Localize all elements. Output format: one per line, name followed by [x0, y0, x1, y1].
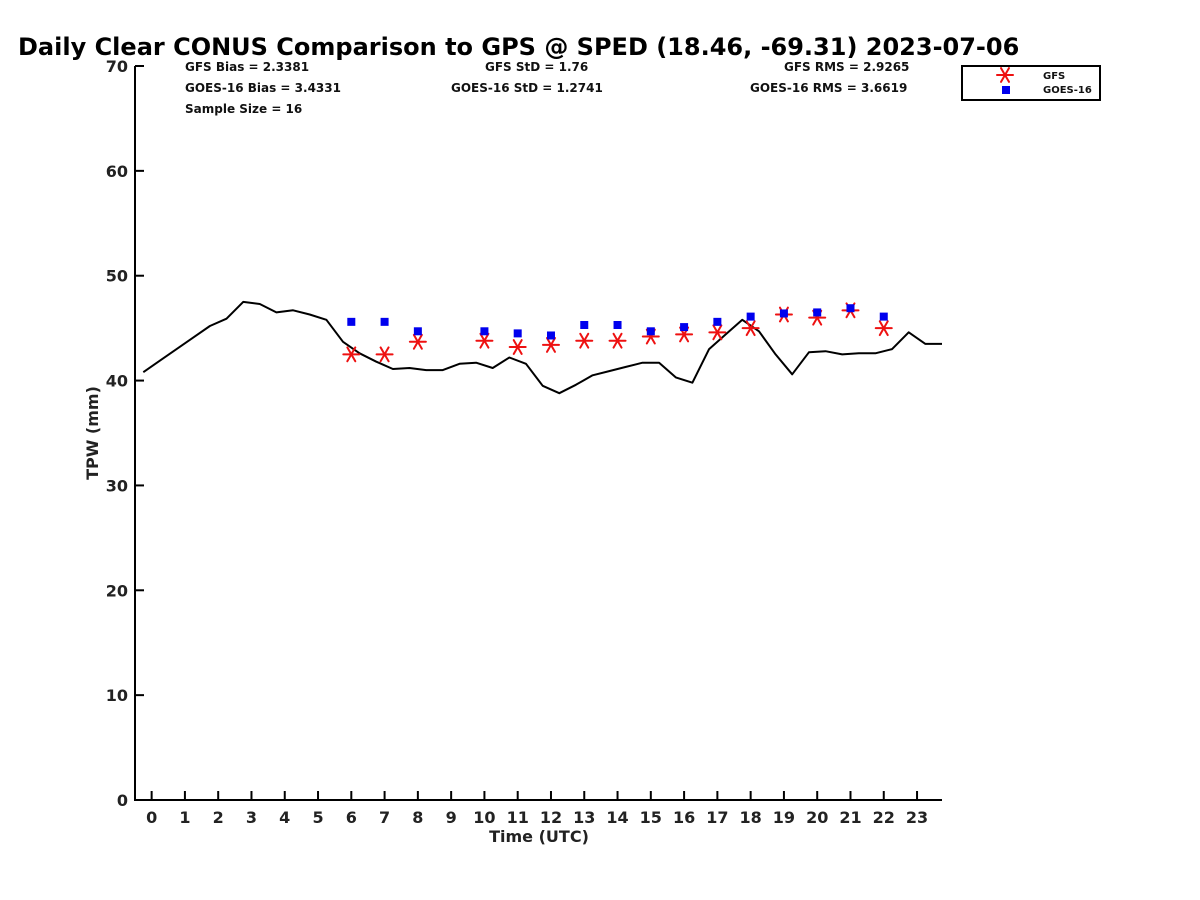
x-tick-label: 3 — [246, 808, 257, 827]
chart-title: Daily Clear CONUS Comparison to GPS @ SP… — [18, 33, 1019, 61]
sample-size-stat: Sample Size = 16 — [185, 102, 302, 116]
asterisk-stroke — [479, 332, 490, 349]
gfs-std-stat: GFS StD = 1.76 — [485, 60, 588, 74]
gfs-point — [508, 339, 527, 355]
gfs-point — [475, 332, 494, 349]
x-tick-label: 8 — [412, 808, 423, 827]
x-tick-label: 9 — [446, 808, 457, 827]
goes-point — [713, 317, 722, 326]
x-tick-label: 18 — [740, 808, 762, 827]
goes-point — [746, 312, 755, 321]
x-tick-label: 2 — [213, 808, 224, 827]
asterisk-stroke — [346, 346, 357, 363]
gfs-point — [408, 333, 427, 350]
x-tick-label: 1 — [179, 808, 190, 827]
x-tick-label: 10 — [473, 808, 495, 827]
goes-point — [779, 309, 788, 318]
gfs-point — [741, 320, 760, 337]
x-tick-label: 17 — [706, 808, 728, 827]
y-tick-label: 30 — [106, 476, 128, 495]
y-axis-label: TPW (mm) — [83, 386, 102, 480]
legend-goes-label: GOES-16 — [1043, 85, 1092, 96]
asterisk-stroke — [412, 333, 423, 350]
asterisk-stroke — [379, 346, 390, 363]
x-tick-label: 0 — [146, 808, 157, 827]
goes-point — [613, 320, 622, 329]
y-ticks: 0 10 20 30 40 50 60 70 — [106, 57, 144, 810]
x-tick-label: 21 — [839, 808, 861, 827]
gfs-rms-stat: GFS RMS = 2.9265 — [784, 60, 909, 74]
goes-point — [380, 317, 389, 326]
x-tick-label: 20 — [806, 808, 828, 827]
plot-area — [142, 300, 942, 395]
goes-rms-stat: GOES-16 RMS = 3.6619 — [750, 81, 907, 95]
goes-point — [813, 308, 822, 317]
gfs-point — [541, 336, 560, 353]
x-tick-label: 7 — [379, 808, 390, 827]
asterisk-stroke — [712, 324, 723, 341]
x-tick-label: 4 — [279, 808, 290, 827]
gfs-point — [708, 324, 727, 341]
gfs-point — [342, 346, 361, 363]
legend-box — [961, 65, 1101, 101]
legend-gfs-label: GFS — [1043, 71, 1065, 82]
goes-point — [680, 323, 689, 332]
x-tick-label: 11 — [507, 808, 529, 827]
x-tick-label: 14 — [606, 808, 628, 827]
y-tick-label: 60 — [106, 162, 128, 181]
goes-point — [879, 312, 888, 321]
asterisk-stroke — [545, 336, 556, 353]
x-tick-label: 22 — [873, 808, 895, 827]
y-tick-label: 70 — [106, 57, 128, 76]
goes-point — [513, 329, 522, 338]
x-tick-label: 13 — [573, 808, 595, 827]
goes-point — [480, 327, 489, 336]
goes-point — [646, 327, 655, 336]
x-tick-label: 12 — [540, 808, 562, 827]
asterisk-stroke — [878, 320, 889, 337]
legend-goes-marker — [1002, 86, 1010, 94]
gps-series-line — [142, 300, 942, 395]
gfs-point — [608, 332, 627, 349]
goes-point — [846, 304, 855, 313]
y-tick-label: 40 — [106, 372, 128, 391]
gfs-bias-stat: GFS Bias = 2.3381 — [185, 60, 309, 74]
asterisk-stroke — [612, 332, 623, 349]
gfs-point — [375, 346, 394, 363]
x-tick-label: 23 — [906, 808, 928, 827]
x-tick-label: 15 — [640, 808, 662, 827]
legend: GFS GOES-16 — [961, 65, 1101, 101]
x-tick-label: 6 — [346, 808, 357, 827]
axes — [134, 66, 942, 801]
x-tick-label: 19 — [773, 808, 795, 827]
asterisk-stroke — [579, 332, 590, 349]
y-tick-label: 20 — [106, 581, 128, 600]
x-axis-label: Time (UTC) — [489, 827, 589, 846]
x-tick-label: 16 — [673, 808, 695, 827]
asterisk-stroke — [745, 320, 756, 337]
legend-gfs-marker — [996, 67, 1014, 83]
goes-point — [580, 320, 589, 329]
y-tick-label: 0 — [117, 791, 128, 810]
x-ticks: 0 1 2 3 4 5 6 7 8 9 10 11 12 13 14 15 16 17 18 19 20 21 22 23 — [146, 791, 928, 827]
asterisk-stroke — [1000, 67, 1010, 83]
gfs-point — [874, 320, 893, 337]
legend-gfs-asterisk — [996, 67, 1014, 83]
y-tick-label: 10 — [106, 686, 128, 705]
y-tick-label: 50 — [106, 267, 128, 286]
goes-point — [347, 317, 356, 326]
goes-bias-stat: GOES-16 Bias = 3.4331 — [185, 81, 341, 95]
goes-point — [546, 331, 555, 340]
goes-std-stat: GOES-16 StD = 1.2741 — [451, 81, 603, 95]
gfs-point — [575, 332, 594, 349]
x-tick-label: 5 — [312, 808, 323, 827]
asterisk-stroke — [512, 339, 523, 355]
goes-point — [413, 327, 422, 336]
